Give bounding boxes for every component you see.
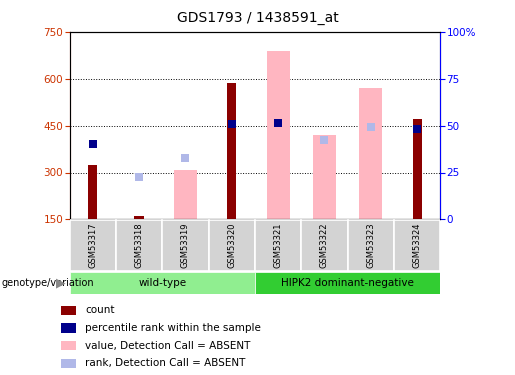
Text: value, Detection Call = ABSENT: value, Detection Call = ABSENT xyxy=(85,341,251,351)
Text: GDS1793 / 1438591_at: GDS1793 / 1438591_at xyxy=(177,11,338,25)
Text: GSM53320: GSM53320 xyxy=(227,223,236,268)
Text: GSM53318: GSM53318 xyxy=(134,223,144,268)
Bar xyxy=(267,51,289,219)
FancyBboxPatch shape xyxy=(255,272,440,294)
Bar xyxy=(174,170,197,219)
Text: rank, Detection Call = ABSENT: rank, Detection Call = ABSENT xyxy=(85,358,246,369)
FancyBboxPatch shape xyxy=(116,220,162,272)
FancyBboxPatch shape xyxy=(162,220,209,272)
Text: count: count xyxy=(85,305,115,315)
FancyBboxPatch shape xyxy=(209,220,255,272)
Bar xyxy=(413,119,422,219)
Text: GSM53321: GSM53321 xyxy=(273,223,283,268)
FancyBboxPatch shape xyxy=(70,272,255,294)
Text: GSM53323: GSM53323 xyxy=(366,223,375,268)
Point xyxy=(89,141,97,147)
Point xyxy=(367,124,375,130)
Bar xyxy=(313,135,336,219)
Bar xyxy=(61,359,76,368)
Point xyxy=(413,126,421,132)
Point xyxy=(228,121,236,127)
FancyBboxPatch shape xyxy=(70,220,116,272)
Bar xyxy=(61,341,76,350)
Bar xyxy=(134,216,144,219)
Text: ▶: ▶ xyxy=(56,276,65,289)
Point xyxy=(135,174,143,180)
Point xyxy=(181,154,190,160)
Bar xyxy=(61,324,76,333)
Point xyxy=(274,120,282,126)
FancyBboxPatch shape xyxy=(301,220,348,272)
FancyBboxPatch shape xyxy=(394,220,440,272)
FancyBboxPatch shape xyxy=(348,220,394,272)
Bar xyxy=(61,306,76,315)
Bar xyxy=(359,88,382,219)
Bar xyxy=(88,165,97,219)
Text: GSM53317: GSM53317 xyxy=(88,223,97,268)
Text: GSM53319: GSM53319 xyxy=(181,223,190,268)
Text: wild-type: wild-type xyxy=(138,278,186,288)
FancyBboxPatch shape xyxy=(255,220,301,272)
Text: percentile rank within the sample: percentile rank within the sample xyxy=(85,323,262,333)
Text: genotype/variation: genotype/variation xyxy=(1,278,94,288)
Bar xyxy=(227,84,236,219)
Text: GSM53322: GSM53322 xyxy=(320,223,329,268)
Text: HIPK2 dominant-negative: HIPK2 dominant-negative xyxy=(281,278,414,288)
Text: GSM53324: GSM53324 xyxy=(413,223,422,268)
Point xyxy=(320,137,329,143)
